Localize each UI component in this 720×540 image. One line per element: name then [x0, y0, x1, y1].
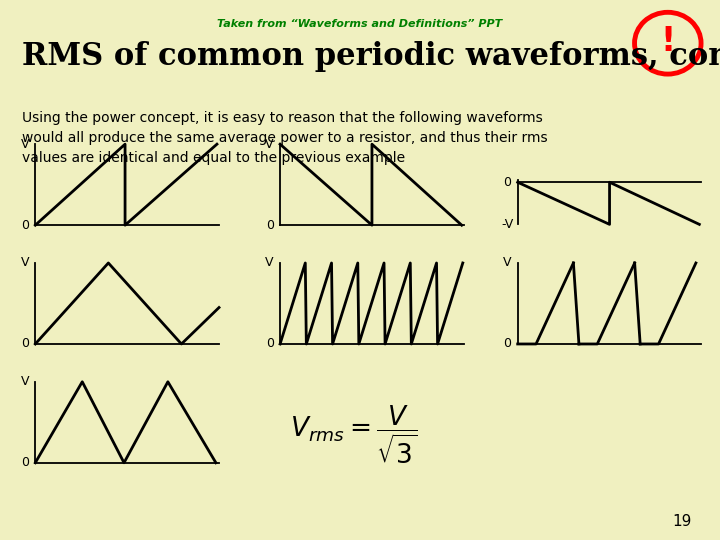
Text: 0: 0 — [266, 338, 274, 350]
Text: 0: 0 — [266, 219, 274, 232]
Text: V: V — [266, 256, 274, 269]
Text: V: V — [503, 256, 511, 269]
Text: V: V — [21, 138, 29, 151]
Text: 19: 19 — [672, 514, 691, 529]
Text: 0: 0 — [503, 338, 511, 350]
Text: 0: 0 — [21, 338, 29, 350]
Text: !: ! — [660, 25, 675, 58]
Text: 0: 0 — [21, 219, 29, 232]
Text: V: V — [266, 138, 274, 151]
Text: V: V — [21, 256, 29, 269]
Text: 0: 0 — [21, 456, 29, 469]
Text: $V_{rms} = \dfrac{V}{\sqrt{3}}$: $V_{rms} = \dfrac{V}{\sqrt{3}}$ — [289, 403, 418, 466]
Text: V: V — [21, 375, 29, 388]
Text: 0: 0 — [503, 176, 511, 189]
Text: Using the power concept, it is easy to reason that the following waveforms
would: Using the power concept, it is easy to r… — [22, 111, 547, 165]
Text: -V: -V — [501, 218, 513, 231]
Text: RMS of common periodic waveforms, cont.: RMS of common periodic waveforms, cont. — [22, 40, 720, 71]
Text: Taken from “Waveforms and Definitions” PPT: Taken from “Waveforms and Definitions” P… — [217, 19, 503, 29]
